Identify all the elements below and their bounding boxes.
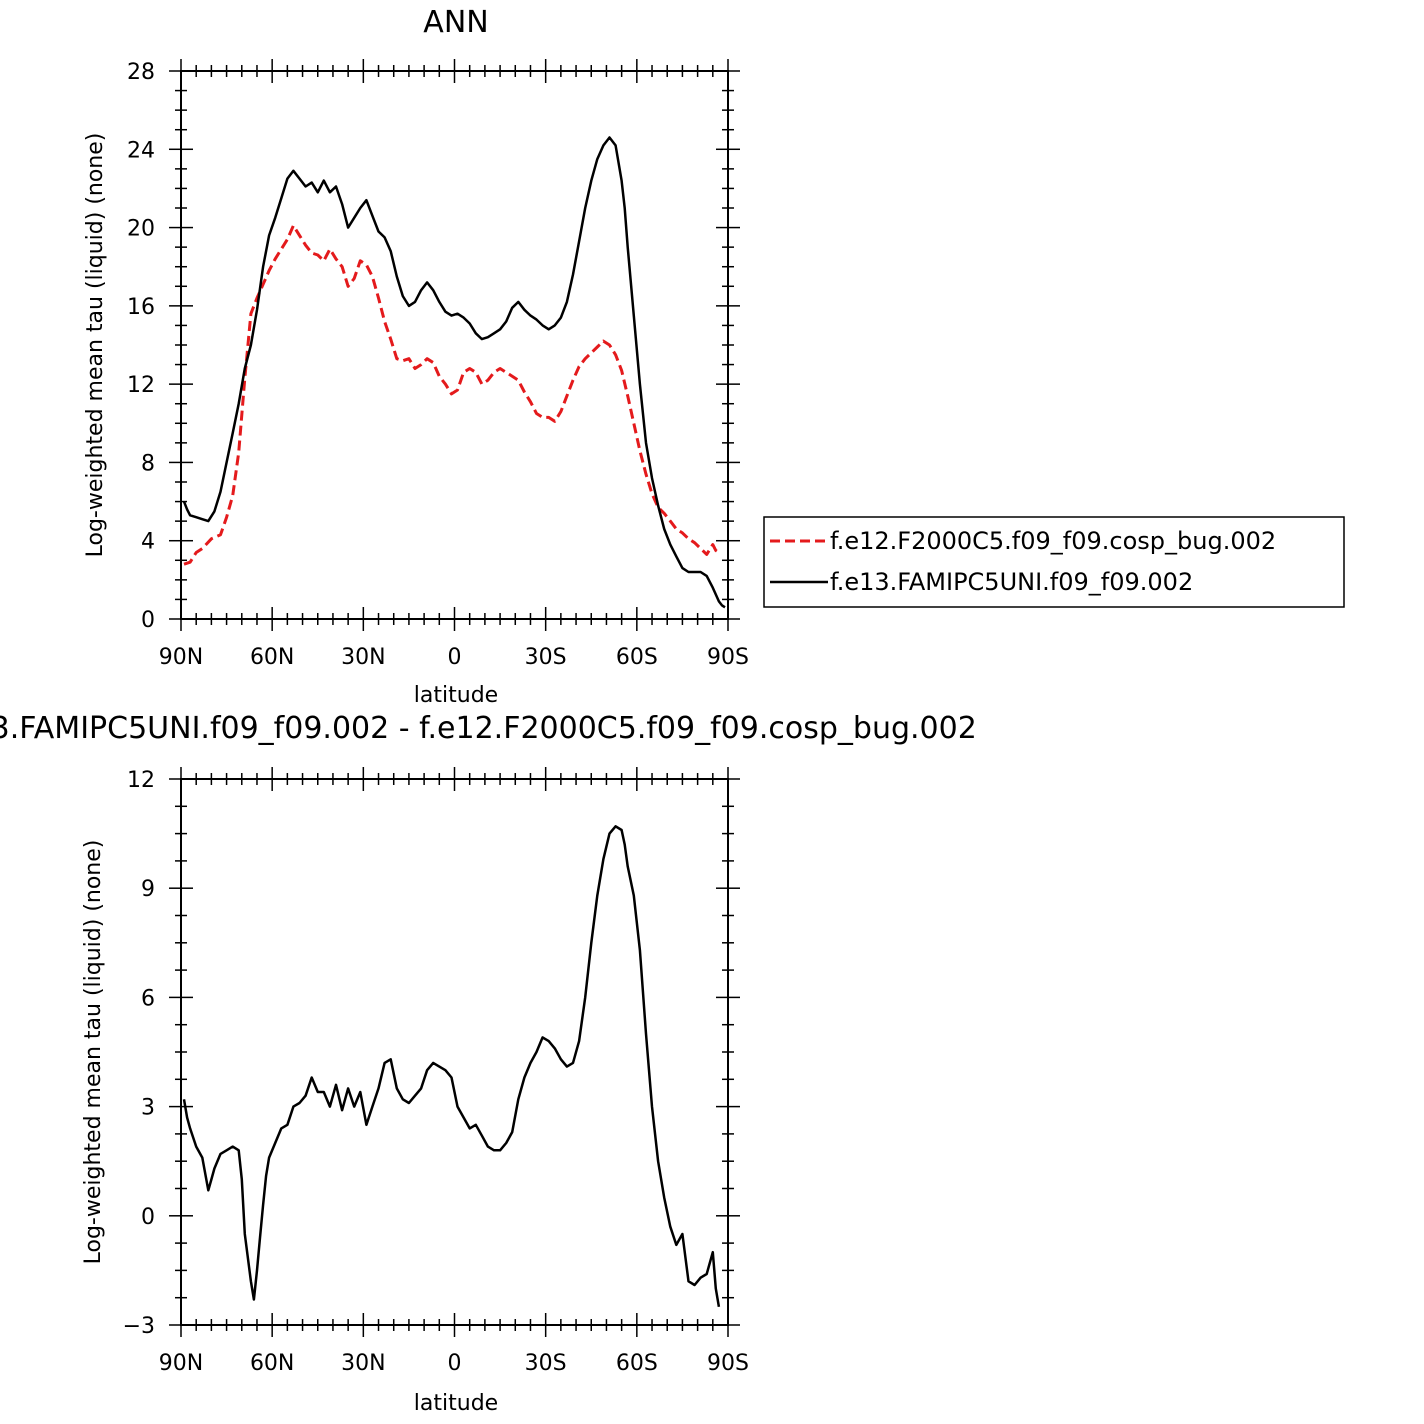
bottom-panel: f.e13.FAMIPC5UNI.f09_f09.002 - f.e12.F20… (0, 711, 977, 1416)
bottom-plot-frame (180, 778, 729, 1326)
top-panel-title: ANN (423, 5, 488, 40)
top-series (182, 136, 726, 609)
x-tick-label: 0 (448, 1351, 462, 1376)
y-tick-label: 12 (127, 768, 155, 793)
top-y-axis-label: Log-weighted mean tau (liquid) (none) (83, 133, 108, 558)
top-series-line-0 (183, 224, 720, 566)
bottom-series-line-0 (182, 825, 721, 1308)
y-tick-label: 8 (141, 451, 155, 476)
y-tick-label: 12 (127, 373, 155, 398)
x-tick-label: 60S (616, 1351, 658, 1376)
bottom-y-axis-label: Log-weighted mean tau (liquid) (none) (81, 840, 106, 1265)
y-tick-label: 4 (141, 530, 155, 555)
bottom-x-axis-label: latitude (414, 1391, 498, 1416)
top-ticks (169, 59, 740, 631)
x-tick-label: 30S (525, 1351, 567, 1376)
bottom-panel-title: f.e13.FAMIPC5UNI.f09_f09.002 - f.e12.F20… (0, 711, 977, 746)
x-tick-label: 90S (707, 645, 749, 670)
x-tick-label: 30N (341, 645, 385, 670)
top-series-line-1 (182, 136, 726, 609)
top-x-axis-label: latitude (414, 683, 498, 708)
x-tick-label: 60N (250, 645, 294, 670)
y-tick-label: 0 (141, 608, 155, 633)
top-panel: ANN 90N 60N 30N 0 30S 60S 90S 0 4 8 12 16 20 24 28 la… (83, 5, 749, 708)
top-plot-frame (180, 70, 729, 620)
x-tick-label: 60N (250, 1351, 294, 1376)
bottom-x-tick-labels: 90N 60N 30N 0 30S 60S 90S (159, 1351, 749, 1376)
legend-label-test: f.e13.FAMIPC5UNI.f09_f09.002 (830, 568, 1193, 596)
y-tick-label: −3 (123, 1314, 155, 1339)
x-tick-label: 30N (341, 1351, 385, 1376)
bottom-y-tick-labels: −3 0 3 6 9 12 (123, 768, 155, 1339)
top-x-tick-labels: 90N 60N 30N 0 30S 60S 90S (159, 645, 749, 670)
bottom-ticks (169, 767, 740, 1337)
bottom-series (182, 825, 721, 1308)
x-tick-label: 90N (159, 1351, 203, 1376)
y-tick-label: 28 (127, 60, 155, 85)
y-tick-label: 9 (141, 877, 155, 902)
legend-box (763, 516, 1345, 608)
y-tick-label: 16 (127, 295, 155, 320)
x-tick-label: 0 (448, 645, 462, 670)
x-tick-label: 90S (707, 1351, 749, 1376)
y-tick-label: 24 (127, 138, 155, 163)
x-tick-label: 60S (616, 645, 658, 670)
y-tick-label: 20 (127, 217, 155, 242)
x-tick-label: 90N (159, 645, 203, 670)
y-tick-label: 0 (141, 1205, 155, 1230)
y-tick-label: 6 (141, 986, 155, 1011)
x-tick-label: 30S (525, 645, 567, 670)
y-tick-label: 3 (141, 1096, 155, 1121)
top-y-tick-labels: 0 4 8 12 16 20 24 28 (127, 60, 155, 633)
legend: f.e12.F2000C5.f09_f09.cosp_bug.002 f.e13… (763, 516, 1345, 608)
legend-label-control: f.e12.F2000C5.f09_f09.cosp_bug.002 (830, 527, 1276, 555)
